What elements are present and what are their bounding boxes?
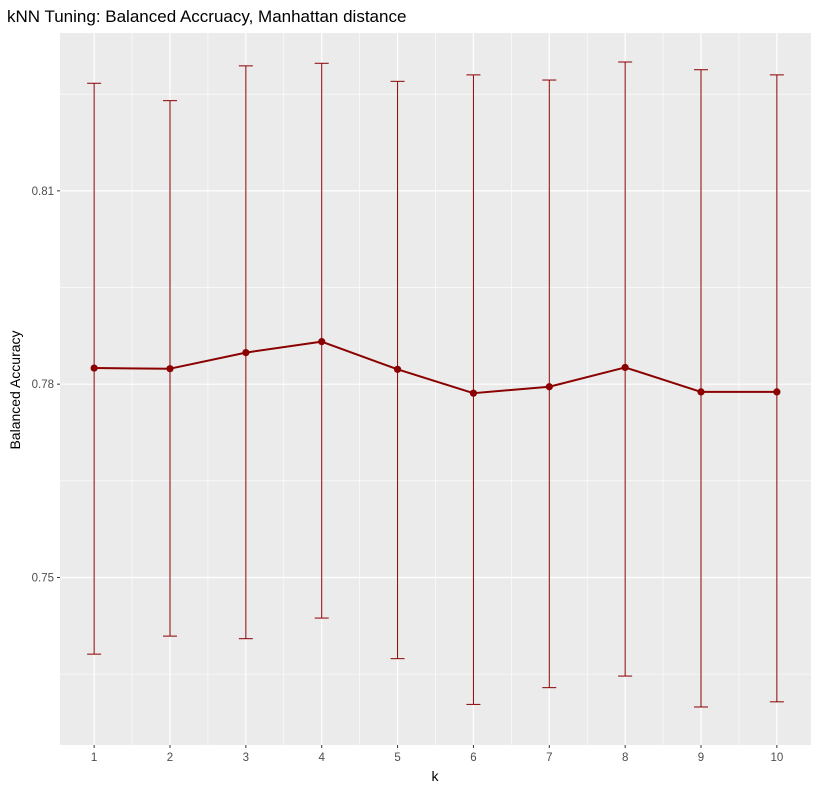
data-point (697, 388, 705, 396)
chart-title: kNN Tuning: Balanced Accruacy, Manhattan… (7, 7, 406, 26)
y-axis-title: Balanced Accuracy (7, 330, 23, 449)
x-tick-label: 4 (319, 752, 326, 764)
y-tick-label: 0.75 (32, 572, 54, 584)
x-tick-label: 2 (167, 752, 173, 764)
x-tick-label: 10 (770, 752, 783, 764)
x-tick-label: 3 (243, 752, 249, 764)
data-point (773, 388, 781, 396)
data-point (545, 383, 553, 391)
x-tick-label: 8 (622, 752, 628, 764)
x-tick-label: 7 (546, 752, 552, 764)
x-tick-label: 1 (91, 752, 97, 764)
data-point (318, 338, 326, 346)
y-tick-label: 0.81 (32, 186, 54, 198)
data-point (621, 363, 629, 372)
y-tick-label: 0.78 (32, 379, 54, 391)
data-point (469, 389, 478, 397)
x-axis-title: k (432, 768, 440, 784)
data-point (242, 348, 250, 357)
data-point (166, 365, 174, 373)
x-tick-label: 6 (470, 752, 476, 764)
x-axis: 1 2 3 4 5 6 7 8 9 10 (91, 745, 783, 764)
x-tick-label: 5 (394, 752, 400, 764)
series-line (94, 340, 777, 395)
y-axis: 0.75 0.78 0.81 (32, 186, 60, 584)
data-point (393, 365, 402, 373)
x-tick-label: 9 (698, 752, 704, 764)
series (90, 338, 781, 397)
data-point (90, 364, 98, 372)
